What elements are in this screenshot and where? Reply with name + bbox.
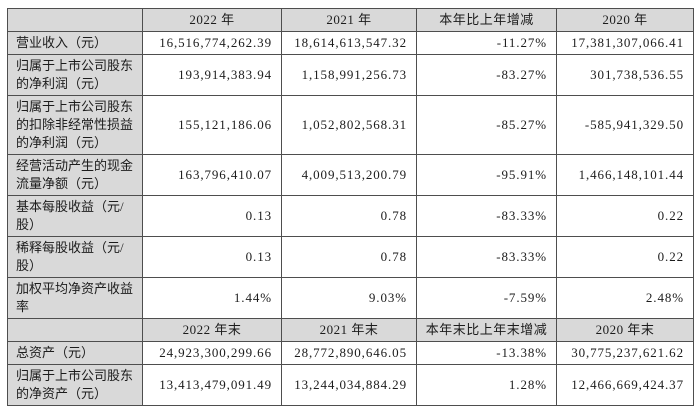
value-change: -7.59% <box>416 277 557 319</box>
value-2020: 301,738,536.55 <box>556 54 694 96</box>
key-financials-table: 2022 年 2021 年 本年比上年增减 2020 年 营业收入（元） 16,… <box>7 8 694 406</box>
value-2020: 12,466,669,424.37 <box>556 364 694 406</box>
value-2022: 0.13 <box>142 236 282 278</box>
value-2020: 17,381,307,066.41 <box>556 31 694 55</box>
value-change: -95.91% <box>416 154 557 196</box>
row-label: 营业收入（元） <box>7 31 143 55</box>
value-2022: 155,121,186.06 <box>142 95 282 155</box>
row-label: 归属于上市公司股东的净资产（元） <box>7 364 143 406</box>
row-label: 稀释每股收益（元/股） <box>7 236 143 278</box>
value-2020: 2.48% <box>556 277 694 319</box>
value-2021: 13,244,034,884.29 <box>281 364 417 406</box>
table-row-total-assets: 总资产（元） 24,923,300,299.66 28,772,890,646.… <box>7 341 694 365</box>
row-label: 归属于上市公司股东的扣除非经常性损益的净利润（元） <box>7 95 143 155</box>
value-2021: 1,158,991,256.73 <box>281 54 417 96</box>
header-cell-2020-year-end: 2020 年末 <box>556 318 694 342</box>
table-row-basic-eps: 基本每股收益（元/股） 0.13 0.78 -83.33% 0.22 <box>7 195 694 237</box>
value-change: -83.33% <box>416 236 557 278</box>
header-cell-2021-year-end: 2021 年末 <box>281 318 417 342</box>
value-2021: 1,052,802,568.31 <box>281 95 417 155</box>
table-row-diluted-eps: 稀释每股收益（元/股） 0.13 0.78 -83.33% 0.22 <box>7 236 694 278</box>
value-2021: 18,614,613,547.32 <box>281 31 417 55</box>
table-row-weighted-avg-roe: 加权平均净资产收益率 1.44% 9.03% -7.59% 2.48% <box>7 277 694 319</box>
value-2022: 16,516,774,262.39 <box>142 31 282 55</box>
value-2021: 28,772,890,646.05 <box>281 341 417 365</box>
value-2020: -585,941,329.50 <box>556 95 694 155</box>
header-cell-2020: 2020 年 <box>556 8 694 32</box>
value-change: -11.27% <box>416 31 557 55</box>
value-2022: 193,914,383.94 <box>142 54 282 96</box>
value-2020: 0.22 <box>556 195 694 237</box>
table-row-operating-cash-flow: 经营活动产生的现金流量净额（元） 163,796,410.07 4,009,51… <box>7 154 694 196</box>
header-cell-yoy-change: 本年比上年增减 <box>416 8 557 32</box>
header-cell-2021: 2021 年 <box>281 8 417 32</box>
value-change: -83.27% <box>416 54 557 96</box>
header-cell-blank <box>7 318 143 342</box>
value-2020: 30,775,237,621.62 <box>556 341 694 365</box>
value-change: 1.28% <box>416 364 557 406</box>
value-2021: 0.78 <box>281 195 417 237</box>
table-row-net-profit: 归属于上市公司股东的净利润（元） 193,914,383.94 1,158,99… <box>7 54 694 96</box>
row-label: 经营活动产生的现金流量净额（元） <box>7 154 143 196</box>
table-row-net-profit-excl-nonrecurring: 归属于上市公司股东的扣除非经常性损益的净利润（元） 155,121,186.06… <box>7 95 694 155</box>
table-header-row-annual: 2022 年 2021 年 本年比上年增减 2020 年 <box>7 8 694 32</box>
header-cell-blank <box>7 8 143 32</box>
value-2021: 9.03% <box>281 277 417 319</box>
row-label: 基本每股收益（元/股） <box>7 195 143 237</box>
row-label: 加权平均净资产收益率 <box>7 277 143 319</box>
value-change: -83.33% <box>416 195 557 237</box>
value-2022: 163,796,410.07 <box>142 154 282 196</box>
value-2020: 1,466,148,101.44 <box>556 154 694 196</box>
value-2021: 0.78 <box>281 236 417 278</box>
value-2020: 0.22 <box>556 236 694 278</box>
value-2022: 0.13 <box>142 195 282 237</box>
header-cell-year-end-change: 本年末比上年末增减 <box>416 318 557 342</box>
value-change: -85.27% <box>416 95 557 155</box>
value-change: -13.38% <box>416 341 557 365</box>
row-label: 归属于上市公司股东的净利润（元） <box>7 54 143 96</box>
value-2022: 24,923,300,299.66 <box>142 341 282 365</box>
value-2021: 4,009,513,200.79 <box>281 154 417 196</box>
table-header-row-year-end: 2022 年末 2021 年末 本年末比上年末增减 2020 年末 <box>7 318 694 342</box>
value-2022: 13,413,479,091.49 <box>142 364 282 406</box>
value-2022: 1.44% <box>142 277 282 319</box>
header-cell-2022: 2022 年 <box>142 8 282 32</box>
header-cell-2022-year-end: 2022 年末 <box>142 318 282 342</box>
table-row-revenue: 营业收入（元） 16,516,774,262.39 18,614,613,547… <box>7 31 694 55</box>
table-row-net-assets: 归属于上市公司股东的净资产（元） 13,413,479,091.49 13,24… <box>7 364 694 406</box>
row-label: 总资产（元） <box>7 341 143 365</box>
